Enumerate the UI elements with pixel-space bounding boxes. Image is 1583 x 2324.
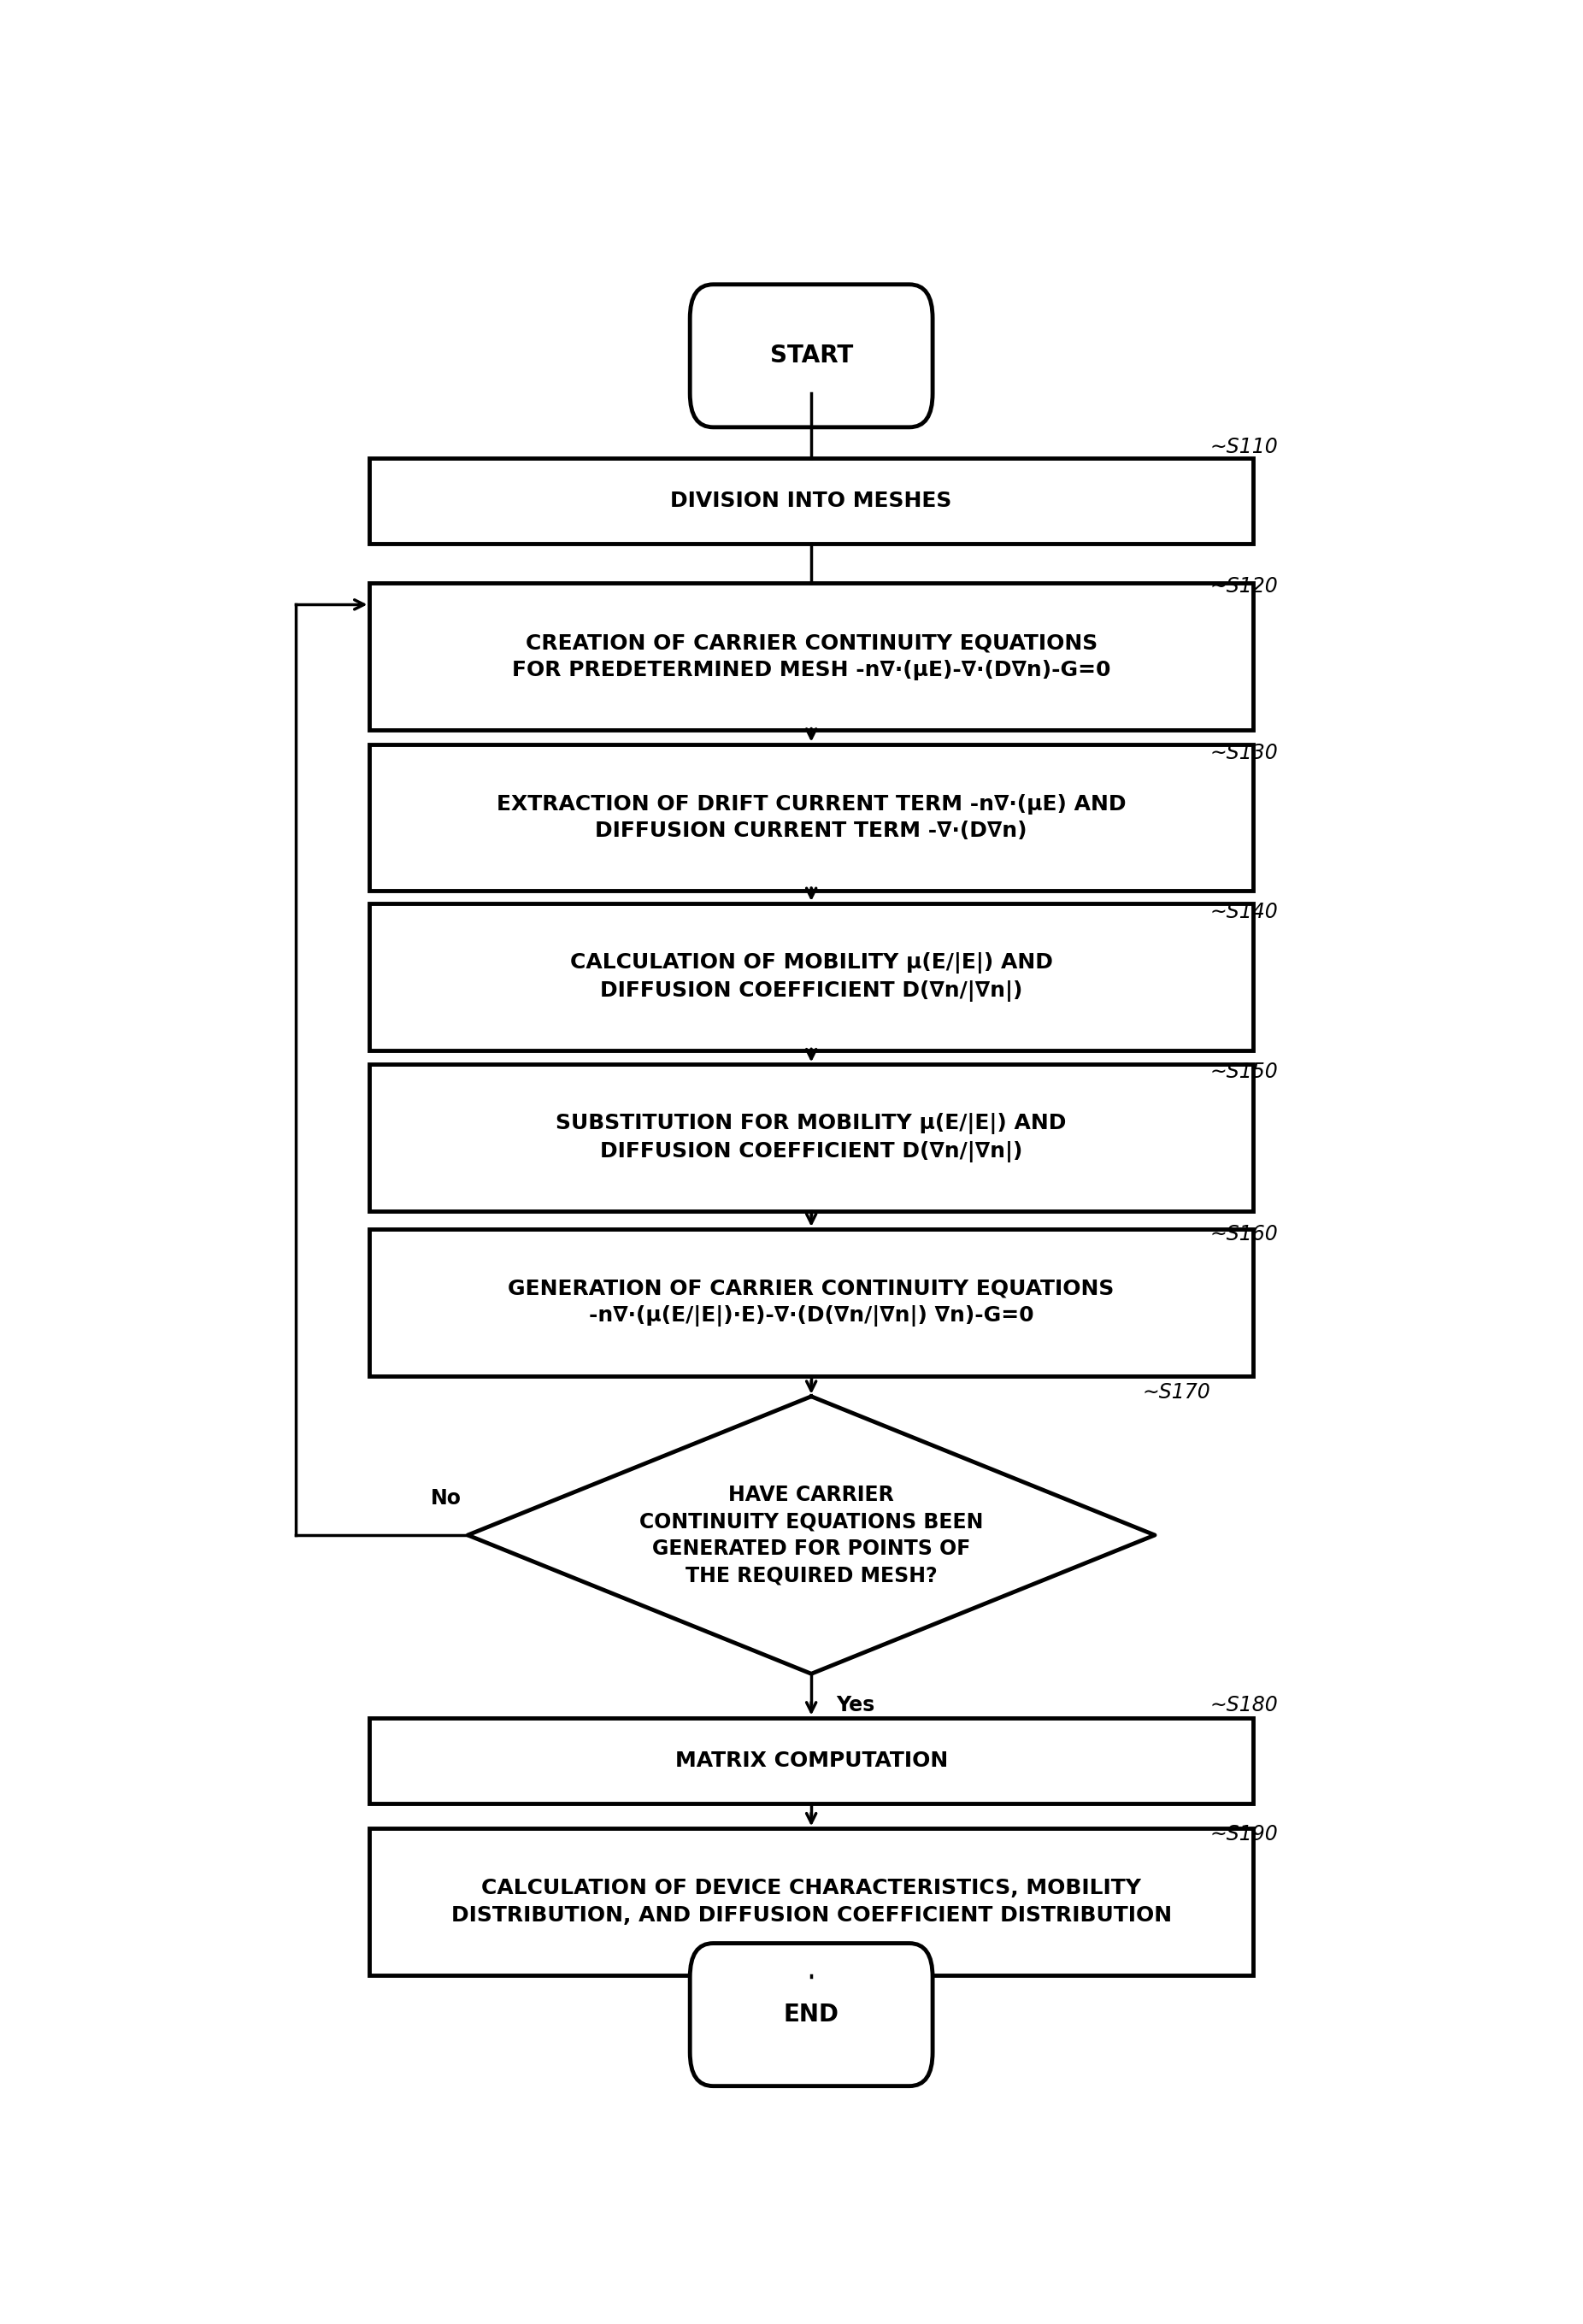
Bar: [370, 458, 1254, 544]
Text: ∼S160: ∼S160: [1209, 1225, 1277, 1246]
Text: ∼S180: ∼S180: [1209, 1694, 1277, 1715]
Text: CALCULATION OF DEVICE CHARACTERISTICS, MOBILITY
DISTRIBUTION, AND DIFFUSION COEF: CALCULATION OF DEVICE CHARACTERISTICS, M…: [451, 1878, 1171, 1927]
Text: ∼S150: ∼S150: [1209, 1062, 1277, 1083]
Bar: [370, 1717, 1254, 1803]
Text: CREATION OF CARRIER CONTINUITY EQUATIONS
FOR PREDETERMINED MESH -n∇·(μE)-∇·(D∇n): CREATION OF CARRIER CONTINUITY EQUATIONS…: [511, 632, 1111, 681]
FancyBboxPatch shape: [690, 284, 932, 428]
Text: ∼S190: ∼S190: [1209, 1824, 1277, 1845]
Text: Yes: Yes: [836, 1694, 874, 1715]
Bar: [370, 744, 1254, 890]
Text: ∼S110: ∼S110: [1209, 437, 1277, 458]
Text: ∼S170: ∼S170: [1143, 1383, 1211, 1401]
Bar: [370, 904, 1254, 1050]
Text: START: START: [769, 344, 853, 367]
Polygon shape: [469, 1397, 1156, 1673]
FancyBboxPatch shape: [690, 1943, 932, 2087]
Text: DIVISION INTO MESHES: DIVISION INTO MESHES: [671, 490, 951, 511]
Text: MATRIX COMPUTATION: MATRIX COMPUTATION: [674, 1750, 948, 1771]
Text: ∼S140: ∼S140: [1209, 902, 1277, 923]
Text: SUBSTITUTION FOR MOBILITY μ(E/|E|) AND
DIFFUSION COEFFICIENT D(∇n/|∇n|): SUBSTITUTION FOR MOBILITY μ(E/|E|) AND D…: [556, 1113, 1067, 1162]
Text: ∼S130: ∼S130: [1209, 744, 1277, 762]
Text: GENERATION OF CARRIER CONTINUITY EQUATIONS
-n∇·(μ(E/|E|)·E)-∇·(D(∇n/|∇n|) ∇n)-G=: GENERATION OF CARRIER CONTINUITY EQUATIO…: [508, 1278, 1114, 1327]
Bar: [370, 1829, 1254, 1975]
Bar: [370, 1064, 1254, 1211]
Text: ∼S120: ∼S120: [1209, 576, 1277, 597]
Bar: [370, 1229, 1254, 1376]
Text: EXTRACTION OF DRIFT CURRENT TERM -n∇·(μE) AND
DIFFUSION CURRENT TERM -∇·(D∇n): EXTRACTION OF DRIFT CURRENT TERM -n∇·(μE…: [497, 795, 1126, 841]
Text: END: END: [784, 2003, 839, 2027]
Text: No: No: [431, 1487, 462, 1508]
Text: CALCULATION OF MOBILITY μ(E/|E|) AND
DIFFUSION COEFFICIENT D(∇n/|∇n|): CALCULATION OF MOBILITY μ(E/|E|) AND DIF…: [570, 953, 1053, 1002]
Bar: [370, 583, 1254, 730]
Text: HAVE CARRIER
CONTINUITY EQUATIONS BEEN
GENERATED FOR POINTS OF
THE REQUIRED MESH: HAVE CARRIER CONTINUITY EQUATIONS BEEN G…: [640, 1485, 983, 1585]
